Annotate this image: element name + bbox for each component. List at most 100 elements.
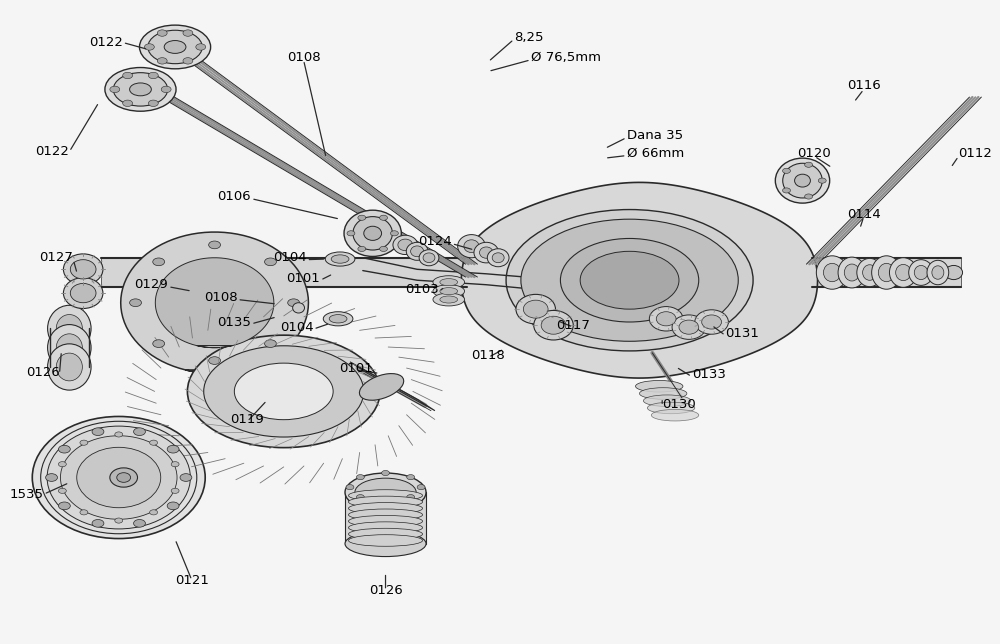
Text: 1535: 1535 xyxy=(10,488,44,501)
Circle shape xyxy=(380,247,387,251)
Circle shape xyxy=(110,86,120,93)
Text: 0101: 0101 xyxy=(339,362,373,375)
Ellipse shape xyxy=(440,279,458,286)
Ellipse shape xyxy=(139,25,211,69)
Ellipse shape xyxy=(355,478,416,506)
Ellipse shape xyxy=(353,216,392,250)
Circle shape xyxy=(153,258,165,266)
Ellipse shape xyxy=(345,531,426,556)
Ellipse shape xyxy=(672,315,706,339)
Circle shape xyxy=(356,495,364,500)
Circle shape xyxy=(356,475,364,480)
Circle shape xyxy=(153,340,165,348)
Ellipse shape xyxy=(148,30,202,64)
Text: 0112: 0112 xyxy=(959,147,992,160)
Ellipse shape xyxy=(70,260,96,279)
Ellipse shape xyxy=(487,249,509,267)
Circle shape xyxy=(407,495,415,500)
Text: 0117: 0117 xyxy=(556,319,590,332)
Ellipse shape xyxy=(105,68,176,111)
Ellipse shape xyxy=(823,263,841,281)
Polygon shape xyxy=(461,182,818,378)
Circle shape xyxy=(58,488,66,493)
Circle shape xyxy=(183,58,193,64)
Ellipse shape xyxy=(927,260,949,285)
Ellipse shape xyxy=(914,265,928,279)
Text: 0104: 0104 xyxy=(273,251,306,264)
Ellipse shape xyxy=(344,210,401,256)
Ellipse shape xyxy=(348,522,423,533)
Ellipse shape xyxy=(702,315,721,329)
Text: 0126: 0126 xyxy=(26,366,59,379)
Ellipse shape xyxy=(464,240,479,252)
Ellipse shape xyxy=(56,353,82,381)
Ellipse shape xyxy=(348,528,423,540)
Ellipse shape xyxy=(639,388,687,399)
Circle shape xyxy=(196,44,206,50)
Ellipse shape xyxy=(433,293,465,306)
Text: 0114: 0114 xyxy=(847,207,881,220)
Ellipse shape xyxy=(48,325,91,371)
Ellipse shape xyxy=(70,283,96,303)
Circle shape xyxy=(130,299,141,307)
Ellipse shape xyxy=(406,242,428,260)
Ellipse shape xyxy=(440,288,458,295)
Circle shape xyxy=(183,30,193,36)
Ellipse shape xyxy=(411,246,424,257)
Ellipse shape xyxy=(293,303,304,313)
Ellipse shape xyxy=(419,250,439,266)
Circle shape xyxy=(167,502,179,509)
Ellipse shape xyxy=(458,234,485,258)
Ellipse shape xyxy=(323,312,353,326)
Ellipse shape xyxy=(348,509,423,520)
Ellipse shape xyxy=(523,300,548,318)
Ellipse shape xyxy=(440,296,458,303)
Ellipse shape xyxy=(474,242,499,263)
Text: 0127: 0127 xyxy=(39,251,73,264)
Ellipse shape xyxy=(325,252,355,266)
Circle shape xyxy=(209,357,221,365)
Circle shape xyxy=(123,72,133,79)
Circle shape xyxy=(144,44,154,50)
Circle shape xyxy=(288,299,300,307)
Circle shape xyxy=(92,428,104,435)
Circle shape xyxy=(134,520,145,527)
Ellipse shape xyxy=(234,363,333,420)
Ellipse shape xyxy=(348,496,423,507)
Text: 0122: 0122 xyxy=(35,145,69,158)
Ellipse shape xyxy=(521,219,738,341)
Text: 0130: 0130 xyxy=(662,398,696,411)
Ellipse shape xyxy=(492,253,504,263)
Ellipse shape xyxy=(695,310,728,334)
Text: 0108: 0108 xyxy=(204,291,237,304)
Ellipse shape xyxy=(48,344,91,390)
Circle shape xyxy=(783,168,790,173)
Text: 0119: 0119 xyxy=(230,413,264,426)
Text: 0108: 0108 xyxy=(287,51,320,64)
Ellipse shape xyxy=(345,473,426,511)
Text: 0133: 0133 xyxy=(692,368,726,381)
Polygon shape xyxy=(121,232,308,374)
Circle shape xyxy=(167,446,179,453)
Circle shape xyxy=(171,462,179,467)
Ellipse shape xyxy=(60,436,177,519)
Text: Dana 35: Dana 35 xyxy=(627,129,683,142)
Ellipse shape xyxy=(651,410,699,421)
Circle shape xyxy=(265,258,276,266)
Ellipse shape xyxy=(433,276,465,289)
Ellipse shape xyxy=(348,489,423,501)
Ellipse shape xyxy=(348,515,423,527)
Circle shape xyxy=(805,194,813,199)
Ellipse shape xyxy=(56,334,82,361)
Ellipse shape xyxy=(32,417,205,538)
Ellipse shape xyxy=(187,335,380,448)
Circle shape xyxy=(407,475,415,480)
Circle shape xyxy=(358,215,366,220)
Circle shape xyxy=(150,440,158,445)
Text: 0135: 0135 xyxy=(217,316,251,328)
Text: 0118: 0118 xyxy=(471,349,505,362)
Ellipse shape xyxy=(560,238,699,322)
Circle shape xyxy=(209,241,221,249)
Ellipse shape xyxy=(945,265,963,279)
Ellipse shape xyxy=(783,164,822,198)
